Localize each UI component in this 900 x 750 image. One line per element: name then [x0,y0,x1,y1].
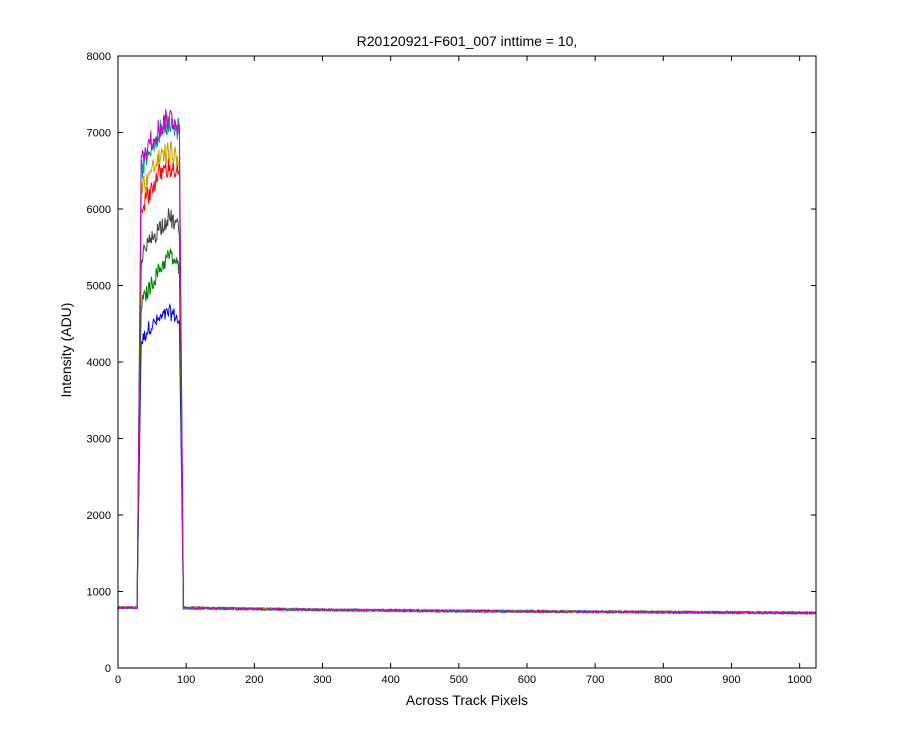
y-tick-label: 3000 [87,434,111,446]
x-tick-label: 1000 [787,674,811,686]
y-tick-label: 4000 [87,357,111,369]
plot-area [117,55,817,669]
x-axis: 0 100 200 300 400 500 600 700 800 900 1000 [115,56,812,686]
x-tick-label: 700 [586,674,604,686]
x-tick-label: 200 [245,674,263,686]
x-tick-label: 400 [381,674,399,686]
y-tick-label: 5000 [87,281,111,293]
chart-title: R20120921-F601_007 inttime = 10, [357,33,578,49]
series-layer [117,109,816,616]
x-tick-label: 900 [722,674,740,686]
x-tick-label: 0 [115,674,121,686]
y-tick-label: 8000 [87,51,111,63]
y-tick-label: 2000 [87,510,111,522]
y-tick-label: 6000 [87,204,111,216]
y-tick-label: 1000 [87,587,111,599]
y-tick-label: 0 [105,663,111,675]
y-tick-label: 7000 [87,128,111,140]
x-tick-label: 800 [654,674,672,686]
x-tick-label: 600 [518,674,536,686]
y-axis: 0 1000 2000 3000 4000 5000 6000 7000 8000 [87,51,816,675]
x-tick-label: 300 [313,674,331,686]
series-line-7 [117,109,816,616]
axes-box [117,55,817,669]
y-axis-label: Intensity (ADU) [58,303,74,398]
x-axis-label: Across Track Pixels [406,692,528,708]
x-tick-label: 100 [177,674,195,686]
x-tick-label: 500 [450,674,468,686]
